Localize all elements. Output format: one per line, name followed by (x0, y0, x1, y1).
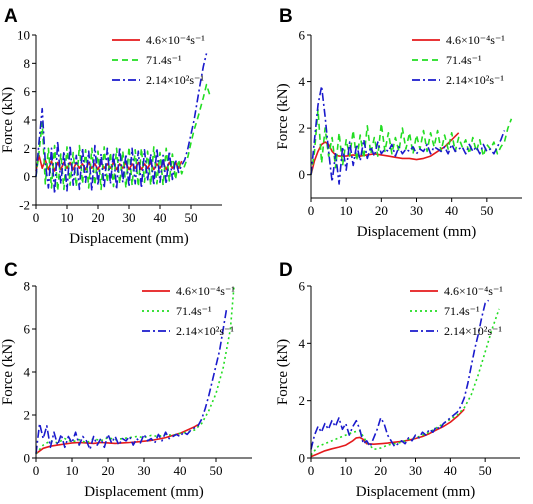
x-tick-label: 30 (410, 203, 423, 218)
panel-b: B 0 10 20 30 40 50 0 2 4 6 Displacement (mm) Force (… (275, 6, 522, 240)
x-axis-label: Displacement (mm) (357, 224, 477, 240)
legend-label: 4.6×10⁻⁴s⁻¹ (444, 284, 503, 298)
series-line-2 (310, 108, 513, 175)
y-axis-label: Force (kN) (0, 87, 16, 153)
x-tick-label: 10 (61, 210, 74, 225)
x-tick-label: 20 (92, 210, 105, 225)
y-tick-label: 6 (299, 279, 306, 294)
x-tick-label: 40 (154, 210, 167, 225)
x-tick-label: 20 (102, 463, 115, 478)
x-tick-label: 30 (123, 210, 136, 225)
x-tick-label: 0 (308, 463, 315, 478)
x-tick-label: 0 (308, 203, 315, 218)
x-tick-label: 40 (445, 203, 458, 218)
legend-label: 4.6×10⁻⁴s⁻¹ (446, 33, 505, 47)
y-tick-label: 8 (24, 56, 31, 71)
y-axis-label: Force (kN) (275, 83, 291, 149)
y-tick-label: 0 (24, 169, 31, 184)
legend-label: 71.4s⁻¹ (446, 53, 482, 67)
y-tick-label: 2 (299, 121, 306, 136)
series-line-3 (310, 299, 490, 450)
y-tick-label: 2 (24, 408, 31, 423)
x-axis-label: Displacement (mm) (69, 231, 189, 247)
x-tick-label: 50 (480, 203, 493, 218)
series-line-3 (310, 85, 506, 185)
x-tick-label: 50 (479, 463, 492, 478)
y-tick-label: 4 (299, 74, 306, 89)
legend-label: 2.14×10²s⁻¹ (176, 324, 234, 338)
legend-label: 71.4s⁻¹ (444, 304, 480, 318)
legend-label: 4.6×10⁻⁴s⁻¹ (176, 284, 235, 298)
panel-d: D 0 10 20 30 40 50 0 2 4 6 Displacement (mm) Force (… (275, 260, 520, 500)
x-tick-label: 20 (374, 463, 387, 478)
x-tick-label: 10 (66, 463, 79, 478)
panel-label: C (4, 260, 18, 281)
legend-label: 71.4s⁻¹ (176, 304, 212, 318)
series-line-2 (310, 308, 500, 456)
panel-label: A (4, 6, 18, 27)
y-tick-label: 2 (24, 141, 31, 156)
x-tick-label: 0 (33, 210, 40, 225)
y-tick-label: 10 (17, 28, 30, 43)
y-tick-label: 4 (299, 336, 306, 351)
x-tick-label: 30 (409, 463, 422, 478)
y-tick-label: 4 (24, 113, 31, 128)
panel-label: D (279, 260, 293, 281)
legend-label: 2.14×10²s⁻¹ (146, 73, 204, 87)
x-tick-label: 0 (33, 463, 40, 478)
x-axis-label: Displacement (mm) (84, 484, 204, 500)
x-tick-label: 40 (444, 463, 457, 478)
legend-label: 71.4s⁻¹ (146, 53, 182, 67)
series-line-2 (35, 285, 235, 455)
x-tick-label: 30 (138, 463, 151, 478)
panel-c: C 0 10 20 30 40 50 0 2 4 6 8 Displacement (mm) Force … (0, 260, 252, 500)
x-axis-label: Displacement (mm) (356, 484, 476, 500)
series-line-1 (310, 132, 460, 175)
legend-label: 4.6×10⁻⁴s⁻¹ (146, 33, 205, 47)
y-tick-label: 6 (24, 84, 31, 99)
x-tick-label: 50 (185, 210, 198, 225)
x-tick-label: 10 (339, 463, 352, 478)
y-tick-label: 6 (299, 28, 306, 43)
y-tick-label: 0 (299, 167, 306, 182)
series-line-1 (310, 408, 465, 458)
series-line-2 (35, 83, 211, 192)
x-tick-label: 40 (174, 463, 187, 478)
x-tick-label: 50 (210, 463, 223, 478)
panel-label: B (279, 6, 293, 27)
y-axis-label: Force (kN) (275, 339, 291, 405)
y-tick-label: 6 (24, 322, 31, 337)
y-tick-label: 2 (299, 393, 306, 408)
y-tick-label: 4 (24, 365, 31, 380)
y-tick-label: -2 (19, 198, 30, 213)
x-tick-label: 20 (375, 203, 388, 218)
y-tick-label: 0 (299, 451, 306, 466)
x-tick-label: 10 (340, 203, 353, 218)
y-axis-label: Force (kN) (0, 339, 16, 405)
y-tick-label: 0 (24, 451, 31, 466)
y-tick-label: 8 (24, 279, 31, 294)
series-line-3 (35, 53, 208, 195)
legend-label: 2.14×10²s⁻¹ (444, 324, 502, 338)
legend-label: 2.14×10²s⁻¹ (446, 73, 504, 87)
